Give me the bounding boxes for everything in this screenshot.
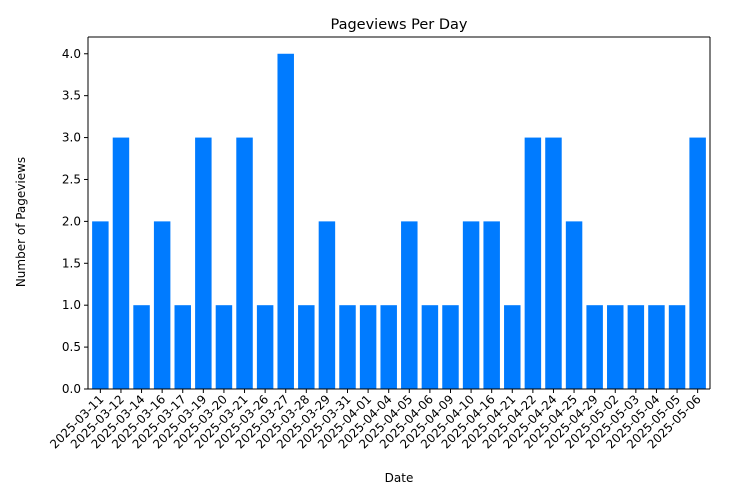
bar-2025-04-16 [483,221,500,389]
y-tick-label: 2.5 [62,172,81,186]
y-tick-label: 3.0 [62,131,81,145]
bar-2025-05-05 [668,305,686,389]
bar-2025-05-04 [648,305,665,389]
bar-2025-04-05 [401,221,418,389]
bar-2025-03-14 [133,305,150,389]
bars-group [92,53,706,389]
bar-2025-04-21 [504,305,521,389]
bar-2025-05-02 [607,305,624,389]
y-tick-label: 1.0 [62,298,81,312]
y-tick-label: 1.5 [62,256,81,270]
y-tick-label: 4.0 [62,47,81,61]
bar-2025-05-03 [627,305,645,389]
x-axis-title: Date [385,471,414,485]
bar-2025-03-27 [277,53,294,389]
bar-2025-04-06 [421,305,439,389]
bar-2025-03-29 [318,221,336,389]
bar-2025-03-12 [112,137,130,389]
bar-2025-04-24 [545,137,562,389]
bar-2025-05-06 [689,137,706,389]
bar-2025-03-19 [195,137,212,389]
y-tick-label: 0.0 [62,382,81,396]
chart-title: Pageviews Per Day [330,17,467,33]
y-axis: 0.0 0.5 1.0 1.5 2.0 2.5 3.0 3.5 4.0 [62,36,711,396]
bar-2025-03-11 [92,221,109,389]
bar-2025-03-26 [256,305,274,389]
bar-2025-03-20 [215,305,233,389]
bar-2025-04-09 [442,305,459,389]
bar-2025-04-04 [380,305,397,389]
bar-2025-04-29 [586,305,603,389]
bar-2025-04-10 [462,221,480,389]
x-axis: 2025-03-112025-03-122025-03-142025-03-16… [47,388,710,451]
y-axis-title: Number of Pageviews [14,157,28,287]
y-tick-label: 0.5 [62,340,81,354]
bar-2025-03-16 [153,221,171,389]
y-tick-label: 2.0 [62,214,81,228]
bar-2025-04-01 [359,305,377,389]
y-tick-label: 3.5 [62,89,81,103]
bar-2025-04-25 [565,221,583,389]
bar-2025-03-28 [298,305,315,389]
bar-2025-03-31 [339,305,356,389]
bar-2025-03-17 [174,305,191,389]
bar-2025-04-22 [524,137,542,389]
bar-2025-03-21 [236,137,253,389]
